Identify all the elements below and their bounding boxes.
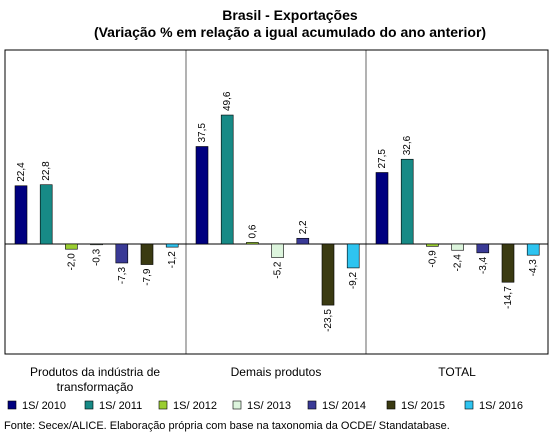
data-label: -14,7 xyxy=(503,286,514,309)
data-label: -0,9 xyxy=(427,250,438,268)
data-label: 27,5 xyxy=(377,149,388,169)
data-label: -4,3 xyxy=(528,259,539,277)
bar xyxy=(451,243,464,251)
bar xyxy=(501,243,515,283)
legend-label: 1S/ 2010 xyxy=(22,400,66,412)
bar xyxy=(476,243,490,254)
bar xyxy=(140,243,154,265)
legend-label: 1S/ 2012 xyxy=(173,400,217,412)
legend-swatch xyxy=(158,400,168,410)
data-label: -2,0 xyxy=(66,253,77,271)
legend-swatch xyxy=(232,400,242,410)
bar xyxy=(195,146,209,245)
legend-swatch xyxy=(7,400,17,410)
chart: Brasil - Exportações (Variação % em rela… xyxy=(4,7,549,412)
legend-swatch xyxy=(84,400,94,410)
legend-label: 1S/ 2015 xyxy=(401,400,445,412)
data-label: -3,4 xyxy=(478,256,489,274)
bar xyxy=(220,114,234,245)
bar xyxy=(296,237,310,245)
data-label: -0,3 xyxy=(92,248,103,266)
bar xyxy=(115,243,129,264)
data-label: 49,6 xyxy=(222,91,233,111)
legend-swatch xyxy=(386,400,396,410)
data-label: 2,2 xyxy=(298,220,309,234)
data-label: -5,2 xyxy=(273,261,284,279)
bar-labels: 22,4 37,5 27,5 22,8 49,6 32,6 -2,0 0,6 -0,9 -0,3 -… xyxy=(16,91,539,332)
plot-border xyxy=(4,49,549,355)
legend-label: 1S/ 2016 xyxy=(479,400,523,412)
category-label: transformação xyxy=(57,380,134,394)
category-label: Demais produtos xyxy=(231,365,322,379)
bar xyxy=(426,243,439,247)
data-label: 22,8 xyxy=(41,161,52,181)
bar xyxy=(165,243,179,248)
bar xyxy=(65,243,78,250)
category-label: TOTAL xyxy=(438,365,476,379)
bar xyxy=(39,184,53,245)
legend: 1S/ 2010 1S/ 2011 1S/ 2012 1S/ 2013 1S/ 2014… xyxy=(7,400,523,412)
data-label: 0,6 xyxy=(247,224,258,238)
legend-label: 1S/ 2014 xyxy=(322,400,366,412)
data-label: 32,6 xyxy=(402,135,413,155)
bar xyxy=(271,243,284,258)
chart-subtitle: (Variação % em relação a igual acumulado… xyxy=(94,24,486,40)
bar xyxy=(526,243,540,256)
data-label: 37,5 xyxy=(197,123,208,143)
data-label: -7,3 xyxy=(117,267,128,285)
source-note: Fonte: Secex/ALICE. Elaboração própria c… xyxy=(4,420,450,432)
legend-swatch xyxy=(464,400,474,410)
data-label: 22,4 xyxy=(16,162,27,182)
data-label: -2,4 xyxy=(453,254,464,272)
bar xyxy=(90,243,103,246)
data-label: -23,5 xyxy=(323,309,334,332)
bar xyxy=(346,243,360,269)
bar xyxy=(321,243,335,306)
bar xyxy=(246,242,259,245)
data-label: -9,2 xyxy=(348,271,359,289)
bar xyxy=(14,185,28,245)
category-label: Produtos da indústria de xyxy=(30,365,160,379)
plot-frame xyxy=(4,49,549,355)
bars xyxy=(14,114,540,306)
data-label: -1,2 xyxy=(167,251,178,269)
bar xyxy=(375,172,389,245)
data-label: -7,9 xyxy=(142,268,153,286)
chart-title: Brasil - Exportações xyxy=(222,7,358,23)
bar xyxy=(400,158,414,245)
legend-swatch xyxy=(307,400,317,410)
legend-label: 1S/ 2011 xyxy=(99,400,142,412)
legend-label: 1S/ 2013 xyxy=(247,400,291,412)
